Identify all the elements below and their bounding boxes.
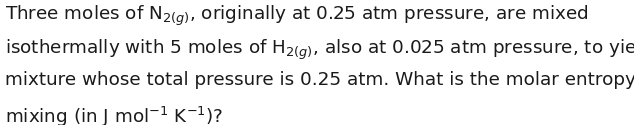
Text: Three moles of N$_{2(g)}$, originally at 0.25 atm pressure, are mixed: Three moles of N$_{2(g)}$, originally at…: [5, 4, 589, 28]
Text: isothermally with 5 moles of H$_{2(g)}$, also at 0.025 atm pressure, to yield a: isothermally with 5 moles of H$_{2(g)}$,…: [5, 38, 634, 62]
Text: mixture whose total pressure is 0.25 atm. What is the molar entropy of: mixture whose total pressure is 0.25 atm…: [5, 71, 634, 89]
Text: mixing (in J mol$^{-1}$ K$^{-1}$)?: mixing (in J mol$^{-1}$ K$^{-1}$)?: [5, 105, 223, 125]
